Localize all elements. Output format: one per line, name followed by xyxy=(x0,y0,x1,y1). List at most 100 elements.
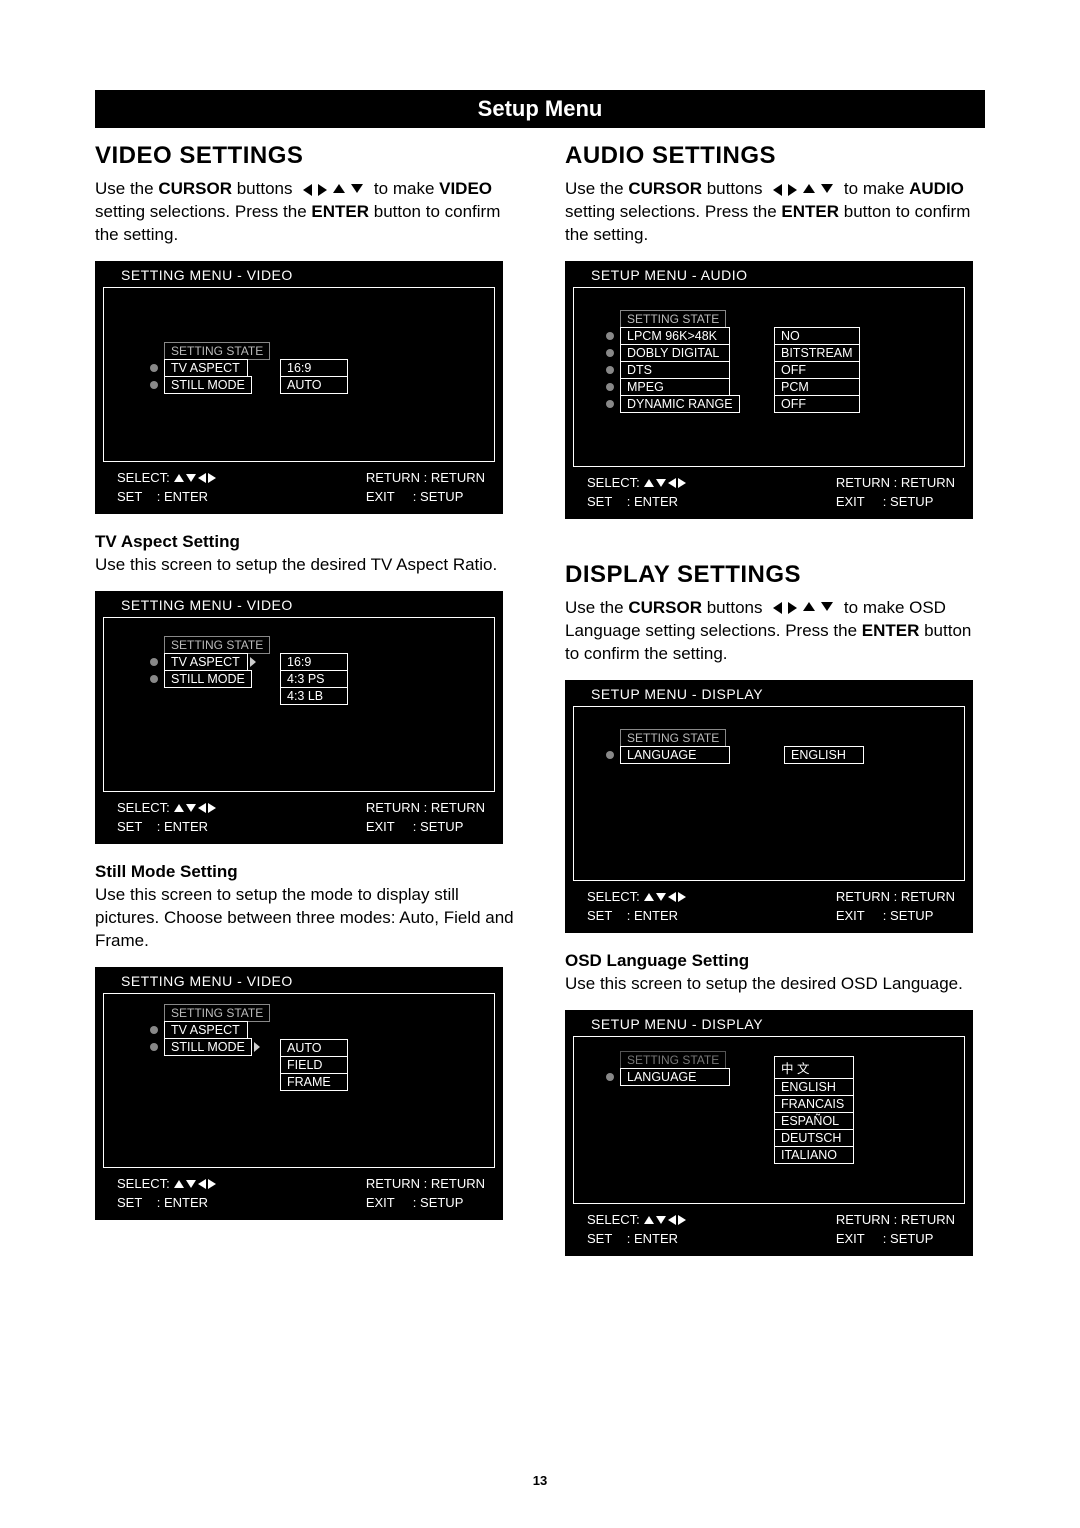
setting-value: PCM xyxy=(774,378,860,396)
setting-value: FRAME xyxy=(280,1073,348,1091)
setting-label: DOBLY DIGITAL xyxy=(620,344,730,362)
bullet-icon xyxy=(150,1043,158,1051)
setting-value: ESPAÑOL xyxy=(774,1112,854,1130)
video-intro-text: Use the CURSOR buttons to make VIDEO set… xyxy=(95,178,515,247)
footer-exit: EXIT xyxy=(836,494,865,509)
footer-setup: : SETUP xyxy=(883,494,934,509)
footer-set: SET xyxy=(587,1231,612,1246)
bullet-icon xyxy=(606,1073,614,1081)
osd-display-2: SETUP MENU - DISPLAY SETTING STATE LANGU… xyxy=(565,1010,973,1256)
footer-set: SET xyxy=(117,1195,142,1210)
osd-title: SETUP MENU - DISPLAY xyxy=(573,1016,965,1032)
setting-label: LPCM 96K>48K xyxy=(620,327,730,345)
video-settings-heading: VIDEO SETTINGS xyxy=(95,142,515,170)
footer-select: SELECT: xyxy=(117,1176,170,1191)
setting-value: FIELD xyxy=(280,1056,348,1074)
text-bold: VIDEO xyxy=(439,179,492,198)
text: Use the xyxy=(565,179,628,198)
setting-label: TV ASPECT xyxy=(164,653,248,671)
footer-select: SELECT: xyxy=(587,889,640,904)
tv-aspect-heading: TV Aspect Setting xyxy=(95,532,515,552)
footer-setup: : SETUP xyxy=(413,819,464,834)
footer-set: SET xyxy=(587,908,612,923)
setting-label: LANGUAGE xyxy=(620,746,730,764)
bullet-icon xyxy=(606,400,614,408)
setting-value: AUTO xyxy=(280,1039,348,1057)
text-bold: CURSOR xyxy=(158,179,232,198)
osd-language-heading: OSD Language Setting xyxy=(565,951,985,971)
footer-return: RETURN : RETURN xyxy=(836,1212,955,1227)
osd-title: SETUP MENU - DISPLAY xyxy=(573,686,965,702)
osd-title: SETUP MENU - AUDIO xyxy=(573,267,965,283)
footer-enter: : ENTER xyxy=(627,908,678,923)
setting-label: DYNAMIC RANGE xyxy=(620,395,740,413)
still-mode-heading: Still Mode Setting xyxy=(95,862,515,882)
osd-footer: SELECT: SET : ENTER RETURN : RETURN EXIT… xyxy=(573,1204,965,1248)
footer-enter: : ENTER xyxy=(627,1231,678,1246)
osd-title: SETTING MENU - VIDEO xyxy=(103,597,495,613)
bullet-icon xyxy=(606,349,614,357)
footer-setup: : SETUP xyxy=(883,908,934,923)
setting-value: 16:9 xyxy=(280,359,348,377)
osd-footer: SELECT: SET : ENTER RETURN : RETURN EXIT… xyxy=(103,1168,495,1212)
setting-value: 16:9 xyxy=(280,653,348,671)
footer-enter: : ENTER xyxy=(157,489,208,504)
footer-select: SELECT: xyxy=(117,800,170,815)
setting-label: STILL MODE xyxy=(164,1038,252,1056)
setting-value: ITALIANO xyxy=(774,1146,854,1164)
text: Use the xyxy=(565,598,628,617)
bullet-icon xyxy=(150,675,158,683)
setting-value: DEUTSCH xyxy=(774,1129,854,1147)
display-settings-heading: DISPLAY SETTINGS xyxy=(565,561,985,589)
left-column: VIDEO SETTINGS Use the CURSOR buttons to… xyxy=(95,138,515,1266)
footer-select: SELECT: xyxy=(587,1212,640,1227)
osd-audio: SETUP MENU - AUDIO SETTING STATE LPCM 96… xyxy=(565,261,973,519)
text-bold: ENTER xyxy=(781,202,839,221)
audio-settings-heading: AUDIO SETTINGS xyxy=(565,142,985,170)
footer-exit: EXIT xyxy=(836,1231,865,1246)
setting-value: FRANCAIS xyxy=(774,1095,854,1113)
setting-label: STILL MODE xyxy=(164,670,252,688)
footer-setup: : SETUP xyxy=(413,489,464,504)
bullet-icon xyxy=(150,381,158,389)
bullet-icon xyxy=(606,383,614,391)
setting-state-label: SETTING STATE xyxy=(620,729,726,747)
text-bold: ENTER xyxy=(311,202,369,221)
osd-video-2: SETTING MENU - VIDEO SETTING STATE TV AS… xyxy=(95,591,503,844)
footer-arrows-icon xyxy=(174,1179,216,1189)
tv-aspect-text: Use this screen to setup the desired TV … xyxy=(95,554,515,577)
bullet-icon xyxy=(606,366,614,374)
right-column: AUDIO SETTINGS Use the CURSOR buttons to… xyxy=(565,138,985,1266)
text-bold: ENTER xyxy=(862,621,920,640)
text: setting selections. Press the xyxy=(95,202,311,221)
bullet-icon xyxy=(150,658,158,666)
text: Use the xyxy=(95,179,158,198)
text: buttons xyxy=(702,598,767,617)
arrow-indicator-icon xyxy=(254,1042,260,1052)
setting-state-label: SETTING STATE xyxy=(164,1004,270,1022)
setting-value: 中 文 xyxy=(774,1056,854,1079)
osd-footer: SELECT: SET : ENTER RETURN : RETURN EXIT… xyxy=(103,792,495,836)
footer-setup: : SETUP xyxy=(883,1231,934,1246)
text: buttons xyxy=(232,179,297,198)
bullet-icon xyxy=(606,751,614,759)
osd-title: SETTING MENU - VIDEO xyxy=(103,973,495,989)
footer-return: RETURN : RETURN xyxy=(366,1176,485,1191)
bullet-icon xyxy=(150,364,158,372)
setting-state-label: SETTING STATE xyxy=(164,342,270,360)
text-bold: CURSOR xyxy=(628,179,702,198)
footer-exit: EXIT xyxy=(366,819,395,834)
osd-language-text: Use this screen to setup the desired OSD… xyxy=(565,973,985,996)
setting-value: OFF xyxy=(774,395,860,413)
footer-exit: EXIT xyxy=(366,489,395,504)
setting-label: TV ASPECT xyxy=(164,359,248,377)
setting-label: LANGUAGE xyxy=(620,1068,730,1086)
footer-setup: : SETUP xyxy=(413,1195,464,1210)
arrow-indicator-icon xyxy=(250,657,256,667)
text-bold: AUDIO xyxy=(909,179,964,198)
display-intro-text: Use the CURSOR buttons to make OSD Langu… xyxy=(565,597,985,666)
still-mode-text: Use this screen to setup the mode to dis… xyxy=(95,884,515,953)
osd-footer: SELECT: SET : ENTER RETURN : RETURN EXIT… xyxy=(573,881,965,925)
setup-menu-header: Setup Menu xyxy=(95,90,985,128)
footer-return: RETURN : RETURN xyxy=(836,889,955,904)
